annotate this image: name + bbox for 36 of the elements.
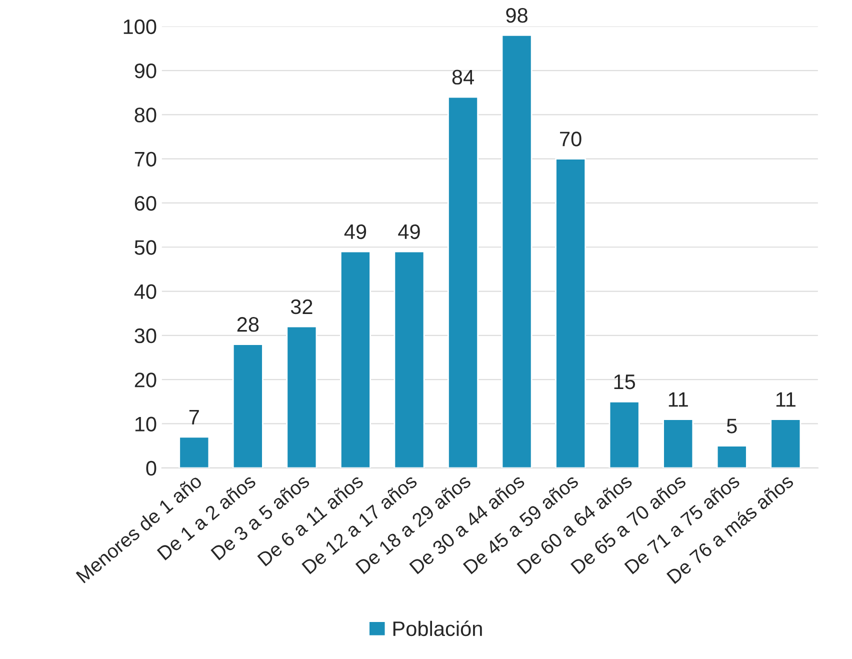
bar [770,418,802,468]
data-label: 49 [398,224,420,240]
data-label: 49 [344,224,366,240]
data-label: 11 [668,392,688,407]
data-label: 98 [506,8,528,23]
bar [555,158,586,468]
bar [448,96,478,468]
bar [340,250,371,468]
y-tick-label: 40 [134,284,156,300]
y-tick-label: 70 [134,152,156,167]
data-label: 11 [776,392,796,407]
data-label: 7 [189,410,199,424]
data-label: 15 [614,374,636,390]
y-tick-label: 60 [134,196,156,211]
bar [232,344,264,468]
data-label: 5 [726,418,737,434]
legend-label: Población [393,620,482,636]
bar [608,400,640,468]
y-tick-label: 30 [134,328,156,344]
bar [716,445,748,468]
bar [662,418,694,468]
y-tick-label: 50 [134,240,156,255]
bar [178,436,210,468]
data-label: 84 [452,70,474,85]
y-tick-label: 0 [146,460,156,476]
y-tick-label: 90 [134,64,156,78]
bar [501,34,532,468]
bar [286,326,318,468]
data-label: 32 [290,299,312,314]
y-tick-label: 100 [124,19,156,34]
y-tick-label: 20 [134,372,156,388]
y-tick-label: 10 [135,416,156,432]
data-label: 28 [237,317,259,332]
bar [394,250,425,468]
data-label: 70 [560,132,582,146]
y-tick-label: 80 [134,108,156,122]
